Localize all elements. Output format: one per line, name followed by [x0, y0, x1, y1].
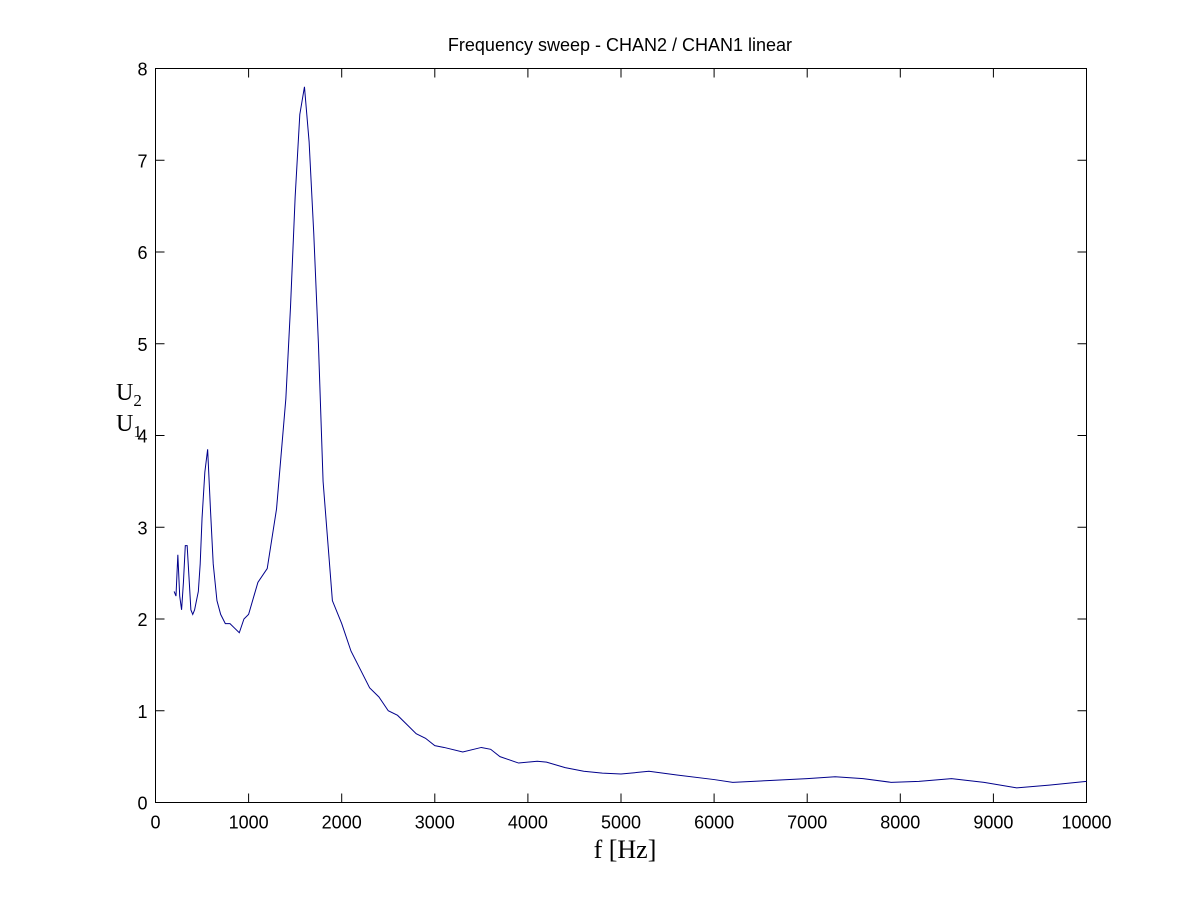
plot-area: [155, 68, 1087, 803]
y-tick-label: 1: [137, 702, 147, 722]
y-axis-label-numerator: U2: [116, 380, 142, 410]
x-axis: 0 1000 2000 3000 4000 5000 6000 7000 8000 9000 100…: [150, 68, 1112, 833]
x-tick-label: 0: [150, 813, 160, 833]
x-tick-label: 8000: [880, 813, 920, 833]
x-tick-label: 10000: [1061, 813, 1111, 833]
x-tick-label: 6000: [694, 813, 734, 833]
x-tick-label: 4000: [508, 813, 548, 833]
x-tick-label: 7000: [787, 813, 827, 833]
x-tick-label: 5000: [601, 813, 641, 833]
x-tick-label: 3000: [415, 813, 455, 833]
x-tick-label: 2000: [322, 813, 362, 833]
x-tick-label: 9000: [973, 813, 1013, 833]
x-axis-label: f [Hz]: [594, 835, 657, 864]
y-tick-label: 0: [137, 794, 147, 814]
y-axis-label: U2 U1: [116, 380, 142, 441]
y-tick-label: 2: [137, 610, 147, 630]
series-line-chan2-chan1: [173, 86, 1087, 789]
x-tick-label: 1000: [229, 813, 269, 833]
y-tick-label: 6: [137, 243, 147, 263]
y-tick-label: 7: [137, 151, 147, 171]
y-tick-label: 3: [137, 518, 147, 538]
y-axis: 0 1 2 3 4 5 6 7 8: [137, 60, 1087, 814]
chart-title: Frequency sweep - CHAN2 / CHAN1 linear: [448, 35, 792, 55]
y-axis-label-denominator: U1: [116, 411, 142, 441]
y-tick-label: 5: [137, 335, 147, 355]
y-tick-label: 8: [137, 60, 147, 80]
y-tick-label: 4: [137, 427, 147, 447]
